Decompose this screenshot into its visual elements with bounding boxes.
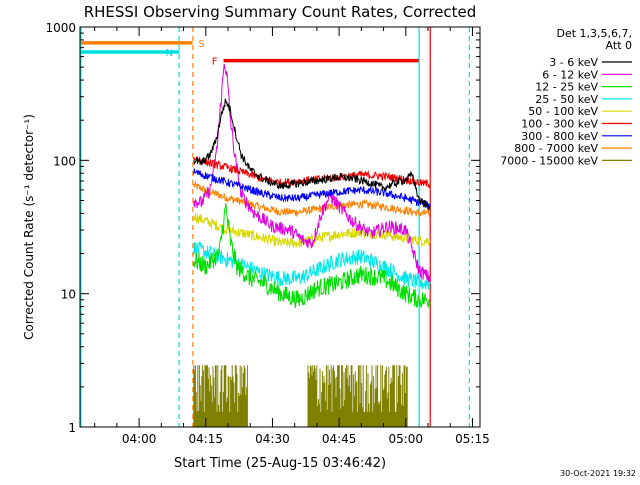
flag-bars: S N F	[80, 39, 420, 68]
y-axis-label: Corrected Count Rate (s⁻¹ detector⁻¹)	[22, 114, 36, 340]
series-group	[193, 63, 431, 309]
y-tick-label: 1000	[45, 21, 76, 35]
x-tick-label: 05:00	[388, 432, 423, 446]
burst-segment	[193, 365, 248, 427]
series-line	[193, 241, 431, 290]
legend-label: 300 - 800 keV	[521, 130, 598, 143]
legend-label: 800 - 7000 keV	[514, 142, 598, 155]
y-tick-label: 10	[61, 288, 76, 302]
x-tick-label: 04:30	[255, 432, 290, 446]
x-axis-ticks: 04:00 04:15 04:30 04:45 05:00 05:15	[94, 27, 490, 446]
series-line	[193, 63, 431, 282]
burst-segment	[307, 365, 408, 427]
x-tick-label: 04:00	[122, 432, 157, 446]
legend-header: Att 0	[606, 39, 632, 52]
x-axis-label: Start Time (25-Aug-15 03:46:42)	[174, 456, 386, 471]
footer-date: 30-Oct-2021 19:32	[560, 469, 636, 478]
series-line	[193, 98, 431, 211]
series-line	[193, 181, 431, 218]
series-line	[193, 203, 431, 309]
x-tick-label: 04:45	[322, 432, 357, 446]
legend-header: Det 1,3,5,6,7,	[556, 27, 632, 40]
plot-frame	[79, 26, 481, 428]
y-tick-label: 1	[68, 421, 76, 435]
chart-title: RHESSI Observing Summary Count Rates, Co…	[84, 3, 477, 21]
legend-label: 100 - 300 keV	[521, 118, 598, 131]
flag-letter-f: F	[212, 57, 218, 68]
vertical-markers	[80, 27, 470, 427]
legend-label: 3 - 6 keV	[549, 56, 598, 69]
y-axis-ticks: 1 10 100 1000	[45, 21, 480, 435]
legend-label: 6 - 12 keV	[542, 68, 598, 81]
legend-label: 50 - 100 keV	[528, 105, 598, 118]
flag-letter-n: N	[166, 48, 173, 59]
x-tick-label: 05:15	[455, 432, 490, 446]
y-tick-label: 100	[53, 154, 76, 168]
series-line	[193, 213, 431, 248]
legend-label: 7000 - 15000 keV	[500, 154, 598, 167]
burst-group	[193, 365, 408, 427]
flag-letter-s: S	[198, 39, 204, 50]
series-line	[193, 168, 431, 209]
legend-label: 12 - 25 keV	[535, 81, 598, 94]
x-tick-label: 04:15	[188, 432, 223, 446]
legend-label: 25 - 50 keV	[535, 93, 598, 106]
